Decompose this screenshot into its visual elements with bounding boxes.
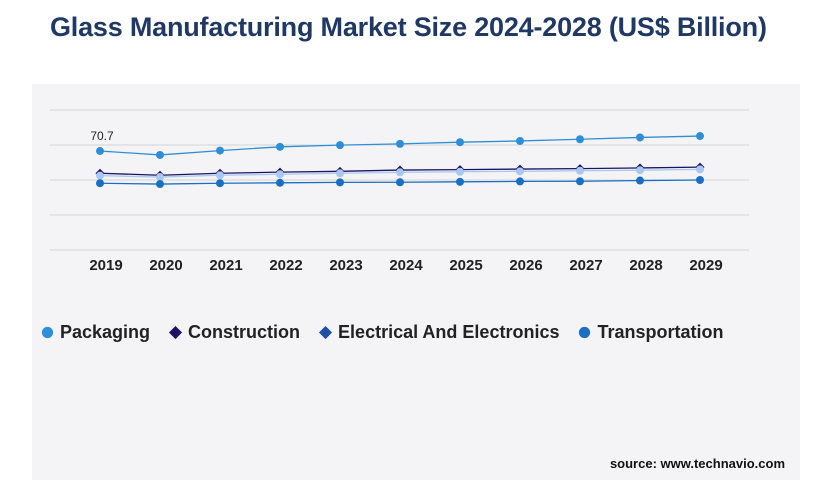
data-point-transportation[interactable] bbox=[336, 178, 344, 187]
circle-marker-icon bbox=[579, 326, 591, 339]
x-tick-label: 2022 bbox=[269, 257, 302, 274]
data-label: 70.7 bbox=[90, 129, 114, 143]
data-point-transportation[interactable] bbox=[156, 180, 164, 189]
x-tick-label: 2027 bbox=[569, 257, 602, 274]
line-chart: 2019 2020 2021 2022 2023 2024 2025 2026 2027 2028… bbox=[50, 109, 749, 274]
data-point-transportation[interactable] bbox=[636, 176, 644, 185]
legend-item-packaging[interactable]: Packaging bbox=[40, 322, 150, 343]
series-lines bbox=[95, 132, 705, 189]
data-point-packaging[interactable] bbox=[276, 142, 284, 151]
data-point-packaging[interactable] bbox=[696, 132, 704, 141]
data-point-transportation[interactable] bbox=[96, 179, 104, 188]
diamond-marker-icon bbox=[168, 325, 183, 340]
x-axis-tick-labels: 2019 2020 2021 2022 2023 2024 2025 2026 2027 2028… bbox=[89, 257, 722, 274]
x-tick-label: 2026 bbox=[509, 257, 542, 274]
x-tick-label: 2021 bbox=[209, 257, 242, 274]
data-point-packaging[interactable] bbox=[96, 147, 104, 156]
legend: Packaging Construction Electrical And El… bbox=[40, 322, 741, 343]
data-point-electrical-and-electronics[interactable] bbox=[276, 170, 284, 179]
x-tick-label: 2020 bbox=[149, 257, 182, 274]
x-tick-label: 2019 bbox=[89, 257, 122, 274]
diamond-marker-icon bbox=[318, 325, 333, 340]
data-point-electrical-and-electronics[interactable] bbox=[156, 173, 164, 182]
x-tick-label: 2024 bbox=[389, 257, 423, 274]
data-point-packaging[interactable] bbox=[156, 150, 164, 159]
data-point-transportation[interactable] bbox=[576, 177, 584, 186]
data-point-packaging[interactable] bbox=[336, 141, 344, 150]
annotations: 70.7 bbox=[90, 129, 114, 143]
data-point-electrical-and-electronics[interactable] bbox=[396, 168, 404, 177]
data-point-transportation[interactable] bbox=[216, 179, 224, 188]
chart-title: Glass Manufacturing Market Size 2024-202… bbox=[50, 12, 767, 42]
data-point-packaging[interactable] bbox=[396, 139, 404, 148]
legend-label: Construction bbox=[188, 322, 301, 342]
legend-label: Transportation bbox=[597, 322, 724, 342]
data-point-packaging[interactable] bbox=[216, 146, 224, 155]
data-point-transportation[interactable] bbox=[696, 176, 704, 184]
legend-label: Packaging bbox=[60, 322, 151, 342]
data-point-electrical-and-electronics[interactable] bbox=[336, 169, 344, 178]
data-point-electrical-and-electronics[interactable] bbox=[516, 167, 524, 176]
data-point-transportation[interactable] bbox=[396, 178, 404, 187]
x-tick-label: 2028 bbox=[629, 257, 662, 274]
legend-label: Electrical And Electronics bbox=[338, 322, 560, 342]
data-point-packaging[interactable] bbox=[456, 138, 464, 147]
data-point-electrical-and-electronics[interactable] bbox=[696, 165, 704, 174]
chart-background-panel bbox=[32, 84, 800, 480]
data-point-electrical-and-electronics[interactable] bbox=[96, 171, 104, 180]
data-point-electrical-and-electronics[interactable] bbox=[456, 167, 464, 176]
data-point-transportation[interactable] bbox=[516, 177, 524, 186]
legend-item-construction[interactable]: Construction bbox=[168, 322, 300, 343]
data-point-electrical-and-electronics[interactable] bbox=[576, 166, 584, 175]
data-point-electrical-and-electronics[interactable] bbox=[636, 166, 644, 175]
x-tick-label: 2025 bbox=[449, 257, 482, 274]
x-tick-label: 2029 bbox=[689, 257, 722, 274]
data-point-electrical-and-electronics[interactable] bbox=[216, 171, 224, 180]
data-point-transportation[interactable] bbox=[276, 178, 284, 187]
data-point-transportation[interactable] bbox=[456, 177, 464, 186]
x-tick-label: 2023 bbox=[329, 257, 362, 274]
data-point-packaging[interactable] bbox=[576, 135, 584, 144]
legend-item-electrical-and-electronics[interactable]: Electrical And Electronics bbox=[318, 322, 559, 343]
circle-marker-icon bbox=[41, 326, 54, 339]
data-point-packaging[interactable] bbox=[516, 136, 524, 145]
source-credit: source: www.technavio.com bbox=[609, 456, 785, 471]
data-point-packaging[interactable] bbox=[636, 133, 644, 142]
legend-item-transportation[interactable]: Transportation bbox=[577, 322, 723, 343]
